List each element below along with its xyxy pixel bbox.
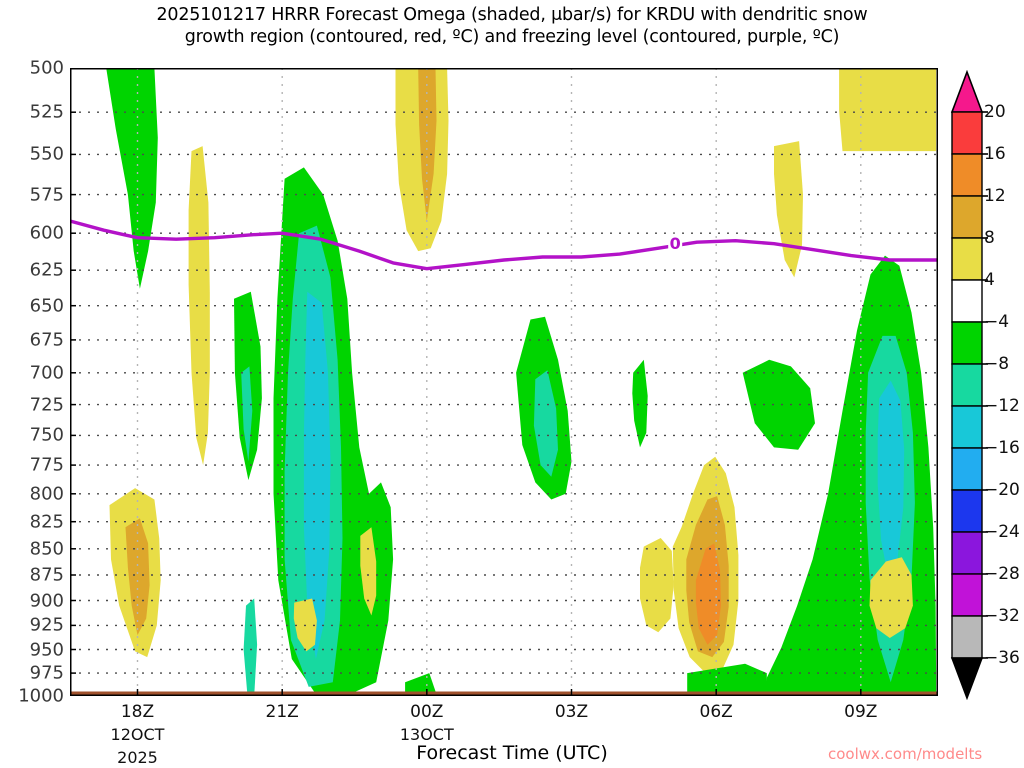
contour-label-halo <box>668 233 683 254</box>
colorbar-band <box>951 111 983 155</box>
colorbar-cap-bottom <box>950 657 984 701</box>
plot-area: 0 <box>70 68 938 696</box>
colorbar-band <box>951 489 983 533</box>
omega-contour-band <box>869 557 913 638</box>
colorbar-tick-4: 4 <box>984 270 995 290</box>
omega-contour-band <box>742 359 815 450</box>
colorbar-tick--8: −8 <box>984 354 1010 374</box>
colorbar-tick--16: −16 <box>984 438 1020 458</box>
colorbar-tick--32: −32 <box>984 606 1020 626</box>
x-axis-tick-00Z: 00Z <box>410 702 444 722</box>
colorbar-band <box>951 279 983 323</box>
y-axis-tick-700: 700 <box>29 362 64 384</box>
colorbar-cap-top <box>950 69 984 113</box>
omega-contour-band <box>106 68 158 289</box>
y-axis-tick-500: 500 <box>29 57 64 79</box>
x-axis-date-label: 2025 <box>117 748 158 767</box>
omega-contour-band <box>640 538 674 633</box>
surface-terrain-band <box>70 691 938 696</box>
colorbar-tick-8: 8 <box>984 228 995 248</box>
omega-contour-band <box>533 370 558 477</box>
omega-contour-band <box>405 673 437 695</box>
x-axis-tick-18Z: 18Z <box>120 702 155 722</box>
omega-contour-band <box>360 527 377 616</box>
colorbar-tick-12: 12 <box>984 186 1006 206</box>
x-axis-tick-06Z: 06Z <box>699 702 733 722</box>
omega-contour-band <box>241 366 253 462</box>
omega-cross-section: 0 <box>70 68 938 696</box>
colorbar-tick--12: −12 <box>984 396 1020 416</box>
x-axis-title: Forecast Time (UTC) <box>416 742 608 764</box>
colorbar-tick--24: −24 <box>984 522 1020 542</box>
y-axis-tick-600: 600 <box>29 222 64 244</box>
y-axis-tick-850: 850 <box>29 538 64 560</box>
y-axis-tick-825: 825 <box>29 511 64 533</box>
y-axis-tick-900: 900 <box>29 590 64 611</box>
omega-contour-band <box>877 380 905 581</box>
freezing-level-label: 0 <box>670 234 681 253</box>
y-axis-tick-575: 575 <box>29 184 64 206</box>
gridlines <box>70 68 938 696</box>
omega-contour-band <box>839 68 937 152</box>
colorbar-band <box>951 573 983 617</box>
y-axis-tick-975: 975 <box>29 662 64 684</box>
colorbar-tick--20: −20 <box>984 480 1020 500</box>
x-axis-tick-labels: 18Z 21Z 00Z 03Z 06Z 09Z 12OCT 2025 13OCT <box>70 696 938 767</box>
x-axis-tick-09Z: 09Z <box>844 702 878 722</box>
omega-contour-band <box>774 141 803 278</box>
colorbar-band <box>951 321 983 365</box>
omega-contour-band <box>632 359 648 448</box>
chart-title-line-1: 2025101217 HRRR Forecast Omega (shaded, … <box>156 5 868 25</box>
x-axis-date-label: 12OCT <box>110 725 165 744</box>
y-axis-tick-925: 925 <box>29 614 64 636</box>
y-axis-tick-875: 875 <box>29 564 64 586</box>
omega-contour-band <box>125 518 150 636</box>
y-axis-tick-800: 800 <box>29 483 64 505</box>
y-axis-tick-525: 525 <box>29 101 64 123</box>
colorbar-tick-16: 16 <box>984 144 1006 164</box>
colorbar-tick--36: −36 <box>984 648 1020 668</box>
colorbar-band <box>951 447 983 491</box>
colorbar-tick--4: −4 <box>984 312 1010 332</box>
omega-contour-band <box>303 291 331 659</box>
colorbar-swatches <box>950 69 989 701</box>
y-axis-tick-950: 950 <box>29 639 64 660</box>
colorbar-band <box>951 531 983 575</box>
x-axis-date-label: 13OCT <box>399 725 454 744</box>
x-axis-tick-21Z: 21Z <box>265 702 299 722</box>
colorbar-tick--28: −28 <box>984 564 1020 584</box>
omega-contour-band <box>188 146 210 466</box>
watermark: coolwx.com/modelts <box>828 745 983 763</box>
y-axis-tick-550: 550 <box>29 143 64 165</box>
y-axis-tick-labels: 500 525 550 575 600 625 650 675 700 725 750 775 800 8… <box>0 58 64 707</box>
y-axis-tick-1000: 1000 <box>18 685 64 707</box>
colorbar-band <box>951 153 983 197</box>
y-axis-tick-625: 625 <box>29 259 64 281</box>
y-axis-tick-675: 675 <box>29 329 64 351</box>
colorbar-band <box>951 363 983 407</box>
colorbar: 20 16 12 8 4 −4 −8 −12 −16 −20 −24 −28 −32 −36 <box>948 69 1024 701</box>
colorbar-band <box>951 237 983 281</box>
x-axis-tick-03Z: 03Z <box>554 702 589 722</box>
colorbar-band <box>951 195 983 239</box>
y-axis-tick-775: 775 <box>29 454 64 476</box>
omega-shading <box>70 68 938 696</box>
colorbar-tick-20: 20 <box>984 102 1006 122</box>
chart-title-line-2: growth region (contoured, red, ºC) and f… <box>184 27 840 47</box>
colorbar-band <box>951 615 983 659</box>
omega-contour-band <box>687 663 767 695</box>
contour-overlays: 0 <box>70 219 938 271</box>
omega-contour-band <box>418 68 437 221</box>
y-axis-tick-725: 725 <box>29 394 64 416</box>
omega-contour-band <box>243 598 258 696</box>
y-axis-tick-750: 750 <box>29 424 64 446</box>
omega-contour-band <box>695 543 721 645</box>
y-axis-tick-650: 650 <box>29 295 64 317</box>
chart-title: 2025101217 HRRR Forecast Omega (shaded, … <box>0 4 1024 48</box>
colorbar-band <box>951 405 983 449</box>
freezing-level-contour <box>70 219 938 271</box>
